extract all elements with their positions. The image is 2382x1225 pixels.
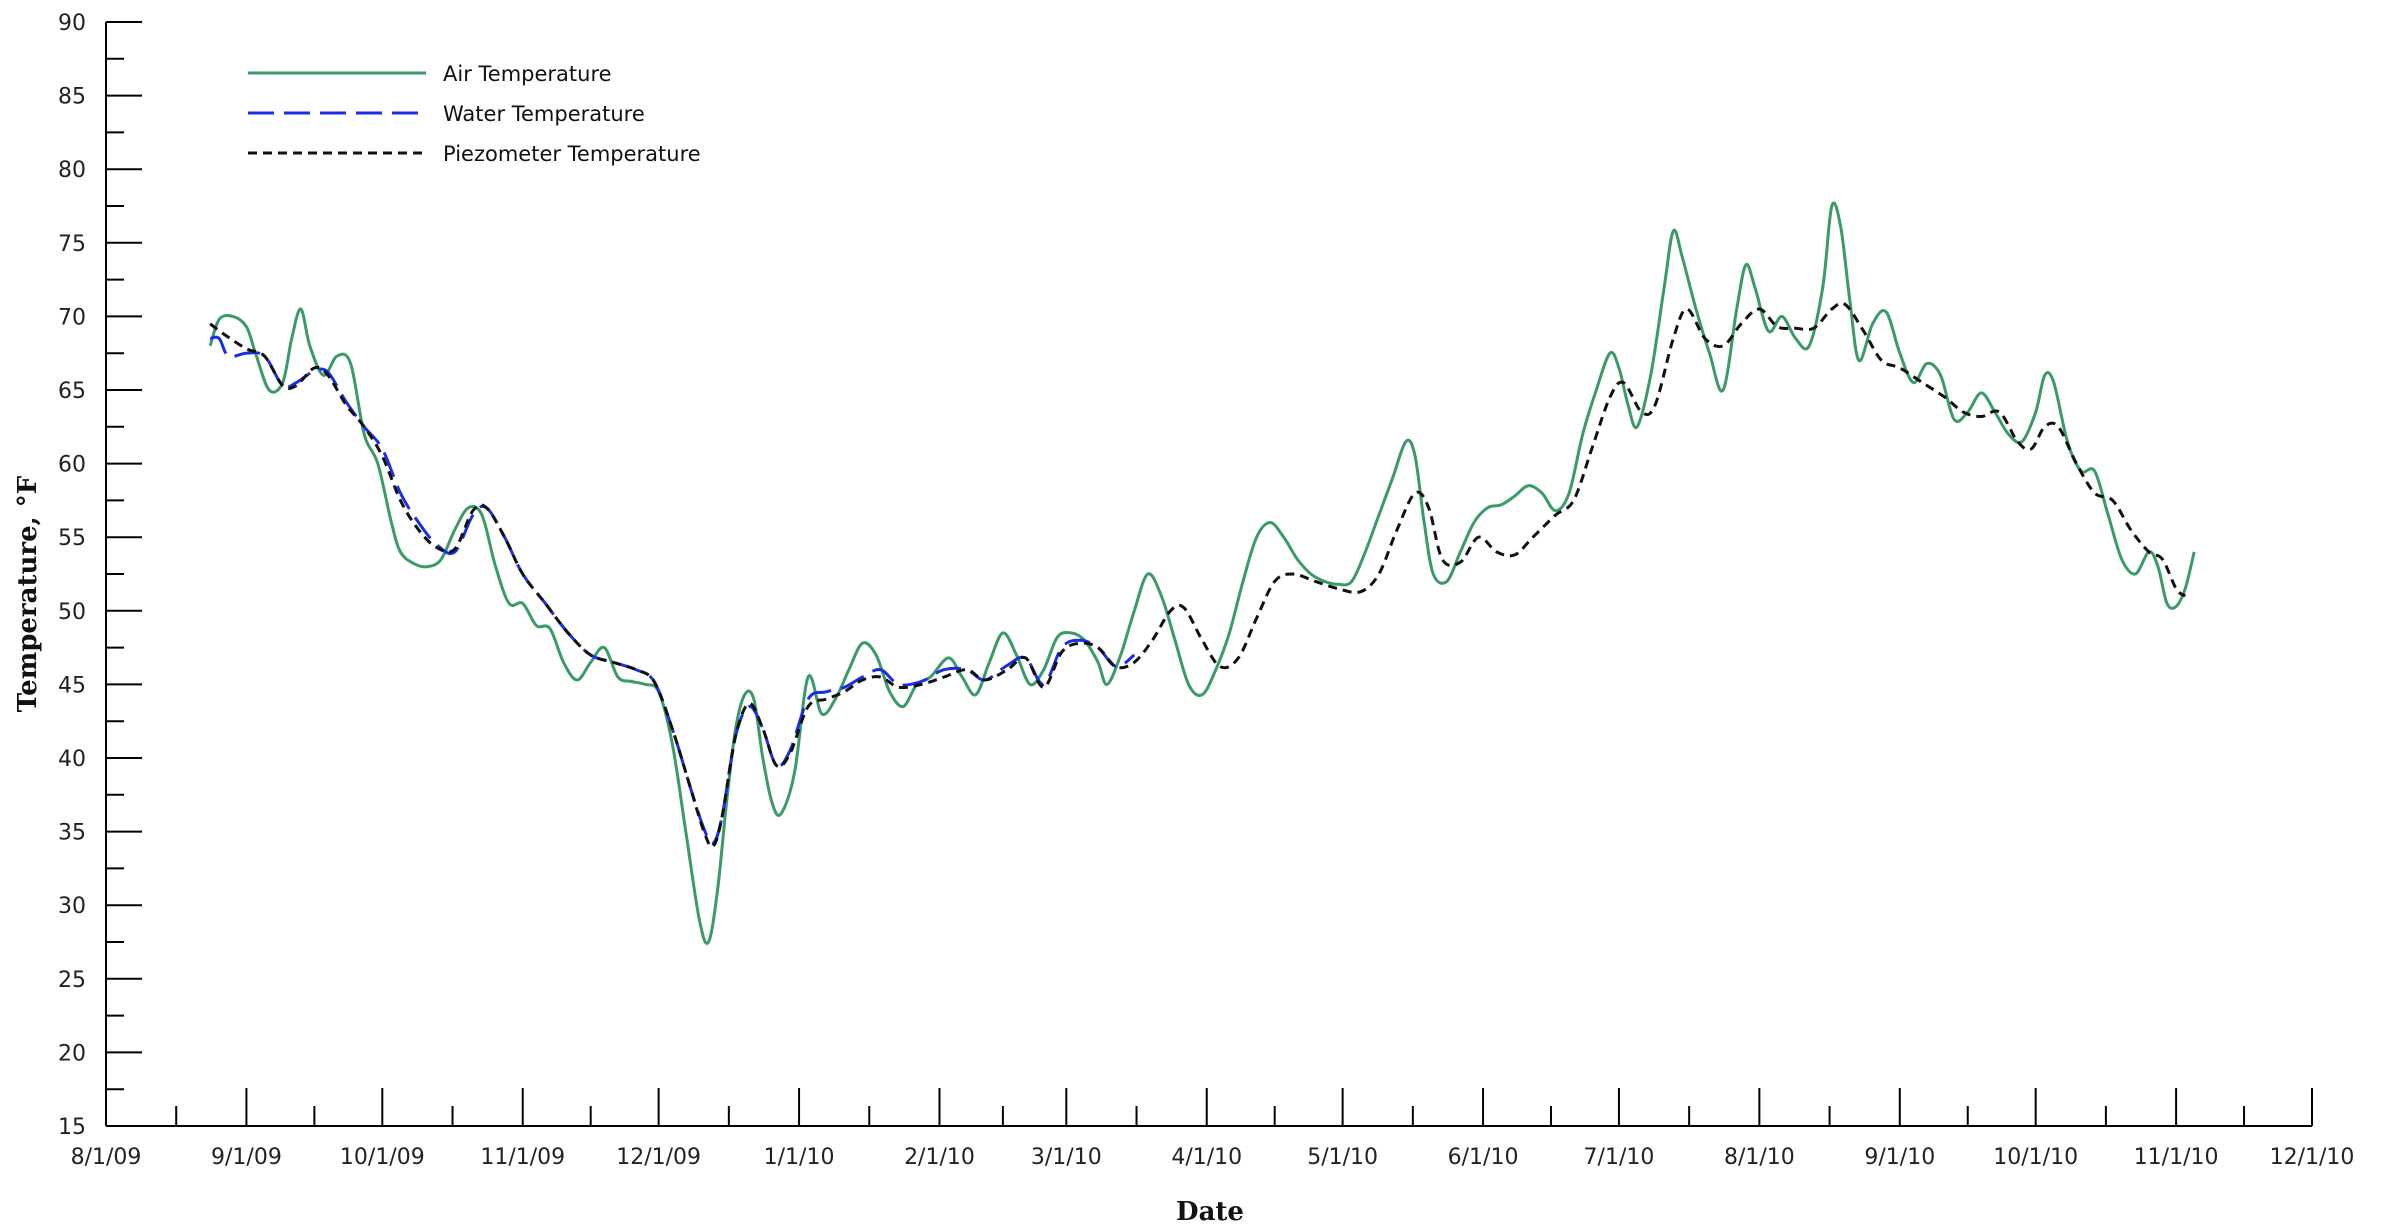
x-tick-label: 8/1/10 bbox=[1724, 1145, 1795, 1170]
x-tick-label: 8/1/09 bbox=[71, 1145, 142, 1170]
x-tick-label: 12/1/09 bbox=[616, 1145, 701, 1170]
x-tick-label: 1/1/10 bbox=[764, 1145, 835, 1170]
axes: 15 20 25 30 35 40 45 50 55 60 65 70 75 80 85 90 8/1/09 9/… bbox=[58, 11, 2354, 1170]
y-tick-label: 85 bbox=[58, 85, 86, 110]
y-tick-label: 60 bbox=[58, 453, 86, 478]
y-tick-label: 35 bbox=[58, 821, 86, 846]
y-tick-label: 70 bbox=[58, 305, 86, 330]
y-tick-label: 25 bbox=[58, 968, 86, 993]
legend-label: Piezometer Temperature bbox=[443, 142, 701, 166]
x-tick-label: 7/1/10 bbox=[1584, 1145, 1655, 1170]
x-tick-label: 9/1/09 bbox=[211, 1145, 282, 1170]
x-tick-label: 12/1/10 bbox=[2270, 1145, 2355, 1170]
y-tick-label: 90 bbox=[58, 11, 86, 36]
x-tick-label: 10/1/09 bbox=[340, 1145, 425, 1170]
y-tick-label: 20 bbox=[58, 1041, 86, 1066]
x-tick-label: 10/1/10 bbox=[1993, 1145, 2078, 1170]
series-line-piezometer-temperature bbox=[209, 301, 2187, 849]
y-tick-label: 15 bbox=[58, 1115, 86, 1140]
x-tick-label: 11/1/10 bbox=[2134, 1145, 2219, 1170]
y-tick-label: 75 bbox=[58, 232, 86, 257]
series-layer bbox=[208, 201, 2196, 945]
y-tick-label: 40 bbox=[58, 747, 86, 772]
series-line-air-temperature bbox=[208, 201, 2196, 945]
x-tick-label: 4/1/10 bbox=[1171, 1145, 1242, 1170]
x-tick-label: 6/1/10 bbox=[1448, 1145, 1519, 1170]
y-tick-label: 65 bbox=[58, 379, 86, 404]
y-tick-label: 80 bbox=[58, 158, 86, 183]
x-tick-label: 3/1/10 bbox=[1031, 1145, 1102, 1170]
x-tick-label: 11/1/09 bbox=[480, 1145, 565, 1170]
x-axis-title: Date bbox=[1176, 1197, 1244, 1225]
legend-label: Water Temperature bbox=[443, 102, 645, 126]
y-tick-label: 30 bbox=[58, 894, 86, 919]
y-tick-label: 55 bbox=[58, 526, 86, 551]
series-line-water-temperature bbox=[209, 335, 1136, 846]
y-tick-label: 50 bbox=[58, 600, 86, 625]
x-tick-label: 2/1/10 bbox=[904, 1145, 975, 1170]
legend-label: Air Temperature bbox=[443, 62, 612, 86]
legend: Air Temperature Water Temperature Piezomet… bbox=[248, 62, 701, 166]
x-tick-label: 9/1/10 bbox=[1864, 1145, 1935, 1170]
y-axis-title: Temperature, °F bbox=[13, 475, 43, 712]
y-tick-label: 45 bbox=[58, 673, 86, 698]
x-tick-label: 5/1/10 bbox=[1307, 1145, 1378, 1170]
